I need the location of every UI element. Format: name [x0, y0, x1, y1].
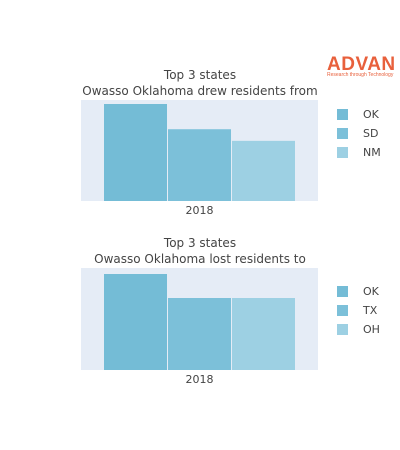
legend-swatch	[337, 305, 348, 316]
chart-title-line-2: Owasso Oklahoma lost residents to	[94, 252, 306, 266]
legend-label: SD	[363, 127, 378, 140]
chart-lost-to: Top 3 states Owasso Oklahoma lost reside…	[81, 236, 380, 386]
legend-swatch	[337, 109, 348, 120]
logo-wordmark: ADVAN	[327, 54, 396, 75]
advan-logo: ADVAN Research through Technology	[327, 54, 396, 78]
bar-group	[104, 104, 295, 201]
chart-title-line-2: Owasso Oklahoma drew residents from	[82, 84, 317, 98]
legend: OK TX OH	[337, 285, 380, 336]
legend-label: TX	[362, 304, 378, 317]
legend-swatch	[337, 286, 348, 297]
x-tick-label: 2018	[186, 373, 214, 386]
bar-group	[104, 274, 295, 370]
bar-oh[interactable]	[232, 298, 295, 370]
legend-item[interactable]: OK	[337, 108, 380, 121]
legend: OK SD NM	[337, 108, 381, 159]
legend-item[interactable]: TX	[337, 304, 378, 317]
legend-swatch	[337, 147, 348, 158]
legend-label: NM	[363, 146, 381, 159]
legend-swatch	[337, 324, 348, 335]
bar-nm[interactable]	[232, 140, 295, 201]
bar-ok[interactable]	[104, 274, 167, 370]
legend-item[interactable]: OK	[337, 285, 380, 298]
legend-swatch	[337, 128, 348, 139]
x-tick-label: 2018	[186, 204, 214, 217]
bar-sd[interactable]	[168, 129, 231, 201]
legend-label: OK	[363, 285, 380, 298]
legend-label: OK	[363, 108, 380, 121]
legend-label: OH	[363, 323, 380, 336]
legend-item[interactable]: NM	[337, 146, 381, 159]
chart-title-line-1: Top 3 states	[163, 236, 236, 250]
chart-title-line-1: Top 3 states	[163, 68, 236, 82]
bar-ok[interactable]	[104, 104, 167, 201]
chart-drew-from: Top 3 states Owasso Oklahoma drew reside…	[81, 68, 381, 217]
legend-item[interactable]: OH	[337, 323, 380, 336]
logo-tagline: Research through Technology	[327, 72, 394, 78]
legend-item[interactable]: SD	[337, 127, 378, 140]
bar-tx[interactable]	[168, 298, 231, 370]
